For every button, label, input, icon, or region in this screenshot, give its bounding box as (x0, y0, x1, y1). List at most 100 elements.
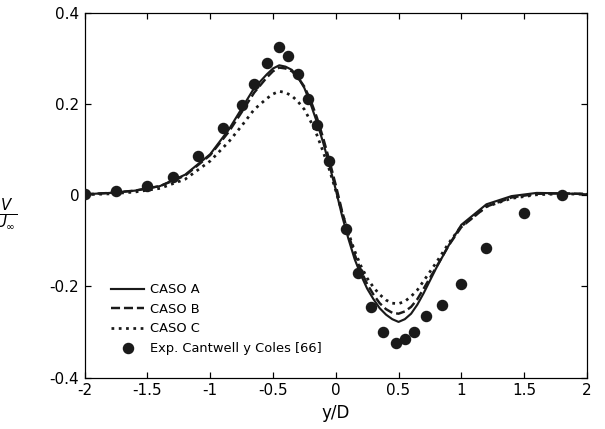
Exp. Cantwell y Coles [66] (353, 269, 363, 276)
CASO A (357, 272, 364, 278)
Exp. Cantwell y Coles [66] (379, 329, 388, 335)
CASO B (433, 265, 440, 270)
Y-axis label: V
―
U₀₀: V ― U₀₀ (0, 428, 1, 429)
CASO A (182, 172, 189, 177)
CASO B (131, 188, 139, 193)
CASO B (332, 183, 339, 188)
Exp. Cantwell y Coles [66] (557, 192, 567, 199)
Exp. Cantwell y Coles [66] (168, 174, 177, 181)
Exp. Cantwell y Coles [66] (519, 210, 529, 217)
CASO C (263, 96, 270, 101)
Exp. Cantwell y Coles [66] (303, 96, 313, 103)
CASO B (106, 190, 114, 196)
CASO B (370, 292, 377, 297)
CASO A (313, 120, 321, 125)
CASO A (388, 317, 396, 322)
X-axis label: y/D: y/D (322, 404, 350, 422)
CASO A (282, 64, 289, 69)
Line: CASO B: CASO B (85, 67, 587, 314)
CASO C (276, 89, 283, 94)
CASO B (483, 204, 490, 209)
CASO C (332, 188, 339, 193)
Text: $\frac{V}{U_\infty}$: $\frac{V}{U_\infty}$ (0, 197, 17, 232)
CASO C (288, 93, 295, 98)
CASO C (401, 299, 408, 304)
CASO C (269, 91, 276, 97)
CASO A (157, 184, 164, 189)
CASO C (81, 192, 88, 197)
Exp. Cantwell y Coles [66] (193, 153, 203, 160)
CASO A (420, 290, 427, 296)
CASO C (338, 210, 345, 215)
CASO B (326, 158, 333, 163)
CASO C (458, 224, 465, 229)
CASO B (269, 69, 276, 74)
CASO C (414, 287, 421, 293)
CASO C (226, 139, 233, 144)
CASO C (583, 192, 590, 197)
CASO A (433, 266, 440, 271)
Exp. Cantwell y Coles [66] (111, 187, 121, 194)
CASO C (364, 275, 371, 281)
CASO C (319, 149, 327, 154)
CASO C (376, 292, 384, 297)
CASO B (276, 65, 283, 70)
CASO C (131, 190, 139, 195)
Exp. Cantwell y Coles [66] (437, 301, 447, 308)
CASO A (401, 317, 408, 322)
CASO A (364, 286, 371, 291)
CASO B (301, 84, 308, 89)
CASO B (401, 309, 408, 314)
CASO B (307, 98, 315, 103)
CASO A (370, 296, 377, 302)
CASO B (238, 110, 245, 115)
Line: CASO C: CASO C (85, 91, 587, 304)
CASO A (558, 191, 566, 196)
CASO B (388, 310, 396, 315)
CASO A (301, 85, 308, 91)
CASO B (458, 224, 465, 230)
CASO C (238, 124, 245, 129)
CASO B (250, 90, 258, 95)
CASO B (313, 115, 321, 120)
CASO C (533, 192, 540, 197)
Exp. Cantwell y Coles [66] (400, 335, 410, 342)
CASO C (106, 191, 114, 196)
CASO A (583, 192, 590, 197)
Exp. Cantwell y Coles [66] (409, 329, 419, 335)
CASO A (226, 127, 233, 132)
CASO B (207, 153, 214, 158)
CASO B (357, 268, 364, 273)
Exp. Cantwell y Coles [66] (249, 80, 259, 87)
CASO C (351, 248, 358, 254)
Exp. Cantwell y Coles [66] (262, 60, 272, 66)
CASO C (558, 191, 566, 196)
CASO A (326, 163, 333, 168)
CASO B (345, 231, 352, 236)
CASO A (288, 67, 295, 73)
CASO C (420, 278, 427, 284)
Exp. Cantwell y Coles [66] (482, 244, 491, 251)
CASO A (207, 151, 214, 157)
Exp. Cantwell y Coles [66] (391, 340, 401, 347)
Legend: CASO A, CASO B, CASO C, Exp. Cantwell y Coles [66]: CASO A, CASO B, CASO C, Exp. Cantwell y … (106, 278, 327, 360)
CASO A (408, 311, 415, 316)
Exp. Cantwell y Coles [66] (293, 71, 303, 78)
CASO C (433, 260, 440, 265)
Exp. Cantwell y Coles [66] (275, 44, 284, 51)
Exp. Cantwell y Coles [66] (341, 226, 351, 233)
Exp. Cantwell y Coles [66] (421, 313, 431, 320)
CASO C (326, 168, 333, 173)
CASO B (282, 66, 289, 71)
Exp. Cantwell y Coles [66] (218, 124, 227, 131)
CASO B (364, 281, 371, 287)
CASO C (313, 133, 321, 138)
CASO B (338, 208, 345, 214)
CASO C (207, 158, 214, 163)
Exp. Cantwell y Coles [66] (366, 303, 376, 310)
CASO A (295, 75, 302, 80)
CASO A (376, 305, 384, 311)
CASO B (263, 75, 270, 80)
CASO B (295, 75, 302, 80)
CASO A (351, 257, 358, 262)
